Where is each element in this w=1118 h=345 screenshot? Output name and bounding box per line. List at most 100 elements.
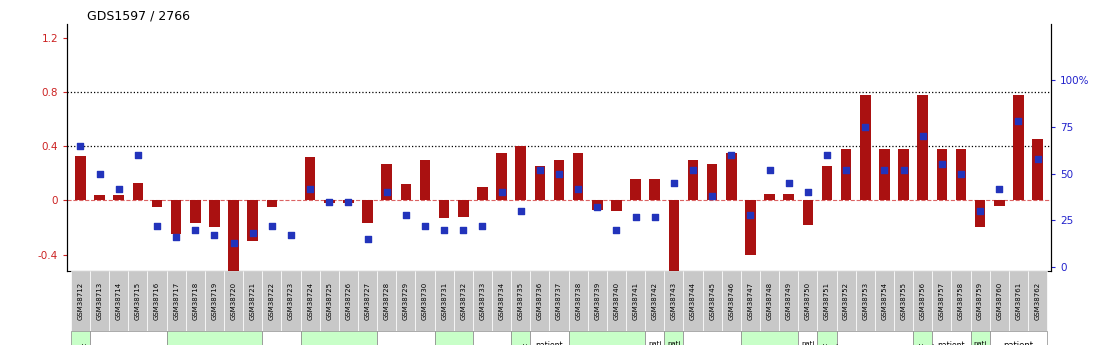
- Point: [512, 208, 530, 214]
- Bar: [381, 164, 392, 200]
- Bar: [343, 200, 353, 203]
- Bar: [817, 271, 836, 331]
- Text: GSM38741: GSM38741: [633, 282, 638, 320]
- Text: GSM38736: GSM38736: [537, 282, 543, 320]
- Bar: [741, 271, 760, 331]
- Bar: [129, 271, 148, 331]
- Bar: [975, 200, 985, 227]
- Bar: [970, 331, 989, 345]
- Bar: [416, 271, 435, 331]
- Point: [569, 186, 587, 191]
- Bar: [956, 149, 966, 200]
- Text: GSM38749: GSM38749: [786, 282, 792, 320]
- Point: [263, 223, 281, 229]
- Bar: [688, 160, 699, 200]
- Bar: [209, 200, 220, 227]
- Bar: [439, 200, 449, 218]
- Text: GSM38715: GSM38715: [135, 282, 141, 320]
- Bar: [91, 271, 110, 331]
- Bar: [473, 331, 511, 345]
- Text: GSM38738: GSM38738: [575, 282, 581, 320]
- Bar: [458, 200, 468, 217]
- Bar: [593, 200, 603, 210]
- Bar: [148, 271, 167, 331]
- Bar: [186, 271, 205, 331]
- Bar: [784, 194, 794, 200]
- Bar: [477, 187, 487, 200]
- Point: [779, 180, 797, 186]
- Text: GSM38751: GSM38751: [824, 282, 830, 320]
- Bar: [569, 331, 645, 345]
- Point: [206, 233, 224, 238]
- Bar: [683, 271, 702, 331]
- Text: GSM38737: GSM38737: [556, 282, 562, 320]
- Bar: [765, 194, 775, 200]
- Point: [875, 167, 893, 172]
- Bar: [913, 331, 932, 345]
- Point: [799, 189, 817, 195]
- Text: GSM38750: GSM38750: [805, 282, 811, 320]
- Text: GSM38753: GSM38753: [862, 282, 869, 320]
- Bar: [205, 271, 224, 331]
- Text: GSM38745: GSM38745: [709, 282, 716, 320]
- Point: [397, 212, 415, 217]
- Point: [972, 208, 989, 214]
- Point: [550, 171, 568, 176]
- Bar: [855, 271, 874, 331]
- Bar: [745, 200, 756, 255]
- Bar: [244, 271, 263, 331]
- Bar: [913, 271, 932, 331]
- Point: [493, 189, 511, 195]
- Bar: [553, 160, 565, 200]
- Bar: [569, 271, 588, 331]
- Point: [301, 186, 319, 191]
- Text: GSM38744: GSM38744: [690, 282, 697, 320]
- Bar: [951, 271, 970, 331]
- Point: [684, 167, 702, 172]
- Text: GSM38720: GSM38720: [230, 282, 237, 320]
- Point: [129, 152, 146, 158]
- Text: GSM38721: GSM38721: [249, 282, 256, 320]
- Bar: [167, 271, 186, 331]
- Point: [359, 236, 377, 242]
- Point: [225, 240, 243, 245]
- Point: [818, 152, 836, 158]
- Bar: [358, 271, 377, 331]
- Bar: [435, 271, 454, 331]
- Text: GSM38761: GSM38761: [1015, 282, 1022, 320]
- Point: [244, 230, 262, 236]
- Point: [837, 167, 855, 172]
- Text: GSM38759: GSM38759: [977, 282, 983, 320]
- Bar: [798, 331, 817, 345]
- Point: [378, 189, 396, 195]
- Point: [913, 134, 931, 139]
- Text: GSM38735: GSM38735: [518, 282, 523, 320]
- Text: GSM38732: GSM38732: [461, 282, 466, 320]
- Bar: [841, 149, 852, 200]
- Text: GSM38733: GSM38733: [480, 282, 485, 320]
- Bar: [167, 331, 263, 345]
- Point: [894, 167, 912, 172]
- Bar: [1027, 271, 1048, 331]
- Bar: [263, 331, 301, 345]
- Bar: [549, 271, 569, 331]
- Point: [340, 199, 358, 204]
- Text: GSM38760: GSM38760: [996, 282, 1002, 320]
- Text: pati
ent
13: pati ent 13: [667, 341, 681, 345]
- Bar: [266, 200, 277, 207]
- Bar: [400, 184, 411, 200]
- Bar: [152, 200, 162, 207]
- Text: GDS1597 / 2766: GDS1597 / 2766: [87, 10, 190, 23]
- Bar: [70, 271, 91, 331]
- Point: [187, 227, 205, 232]
- Bar: [70, 331, 91, 345]
- Text: patient
17: patient 17: [815, 344, 840, 345]
- Point: [741, 212, 759, 217]
- Bar: [918, 95, 928, 200]
- Point: [474, 223, 492, 229]
- Bar: [301, 331, 377, 345]
- Bar: [282, 271, 301, 331]
- Bar: [511, 331, 530, 345]
- Text: GSM38752: GSM38752: [843, 282, 849, 320]
- Text: GSM38742: GSM38742: [652, 282, 657, 320]
